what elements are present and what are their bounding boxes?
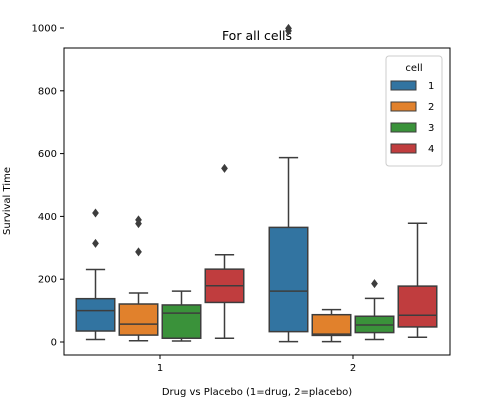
box-group xyxy=(268,23,309,343)
box xyxy=(118,303,159,336)
x-axis-label: Drug vs Placebo (1=drug, 2=placebo) xyxy=(162,387,352,398)
box-group xyxy=(161,290,202,342)
y-tick-label: 400 xyxy=(38,212,57,223)
outlier-marker xyxy=(221,163,228,173)
legend-title: cell xyxy=(405,63,422,74)
box xyxy=(311,313,352,337)
y-tick-label: 200 xyxy=(38,275,57,286)
chart-title: For all cells xyxy=(222,28,292,43)
legend: cell 1 2 3 4 xyxy=(385,55,443,167)
legend-label: 1 xyxy=(428,81,434,92)
legend-swatch xyxy=(390,122,417,133)
outlier-marker xyxy=(371,279,378,289)
box-group xyxy=(118,215,159,342)
y-axis: 0 200 400 600 800 1000 xyxy=(32,24,64,349)
box-group xyxy=(311,308,352,343)
box-group xyxy=(354,279,395,341)
legend-label: 2 xyxy=(428,102,434,113)
box-group xyxy=(204,163,245,339)
box-group xyxy=(75,208,116,341)
box xyxy=(397,285,438,328)
legend-swatch xyxy=(390,80,417,91)
legend-label: 4 xyxy=(428,144,434,155)
outlier-marker xyxy=(135,247,142,257)
legend-swatch xyxy=(390,101,417,112)
box xyxy=(268,226,309,333)
legend-label: 3 xyxy=(428,123,434,134)
box-group xyxy=(397,222,438,339)
y-tick-label: 600 xyxy=(38,149,57,160)
y-tick-label: 800 xyxy=(38,86,57,97)
y-tick-label: 1000 xyxy=(32,24,57,35)
box xyxy=(75,297,116,332)
box xyxy=(161,304,202,339)
outlier-marker xyxy=(92,238,99,248)
y-tick-label: 0 xyxy=(51,338,57,349)
x-tick-label: 1 xyxy=(157,363,163,374)
plot-area xyxy=(63,23,451,356)
outlier-marker xyxy=(92,208,99,218)
x-tick-label: 2 xyxy=(350,363,356,374)
plot-frame xyxy=(63,47,451,356)
outlier-marker xyxy=(285,23,292,33)
outlier-marker xyxy=(135,215,142,225)
y-axis-label: Survival Time xyxy=(2,167,13,235)
legend-swatch xyxy=(390,143,417,154)
